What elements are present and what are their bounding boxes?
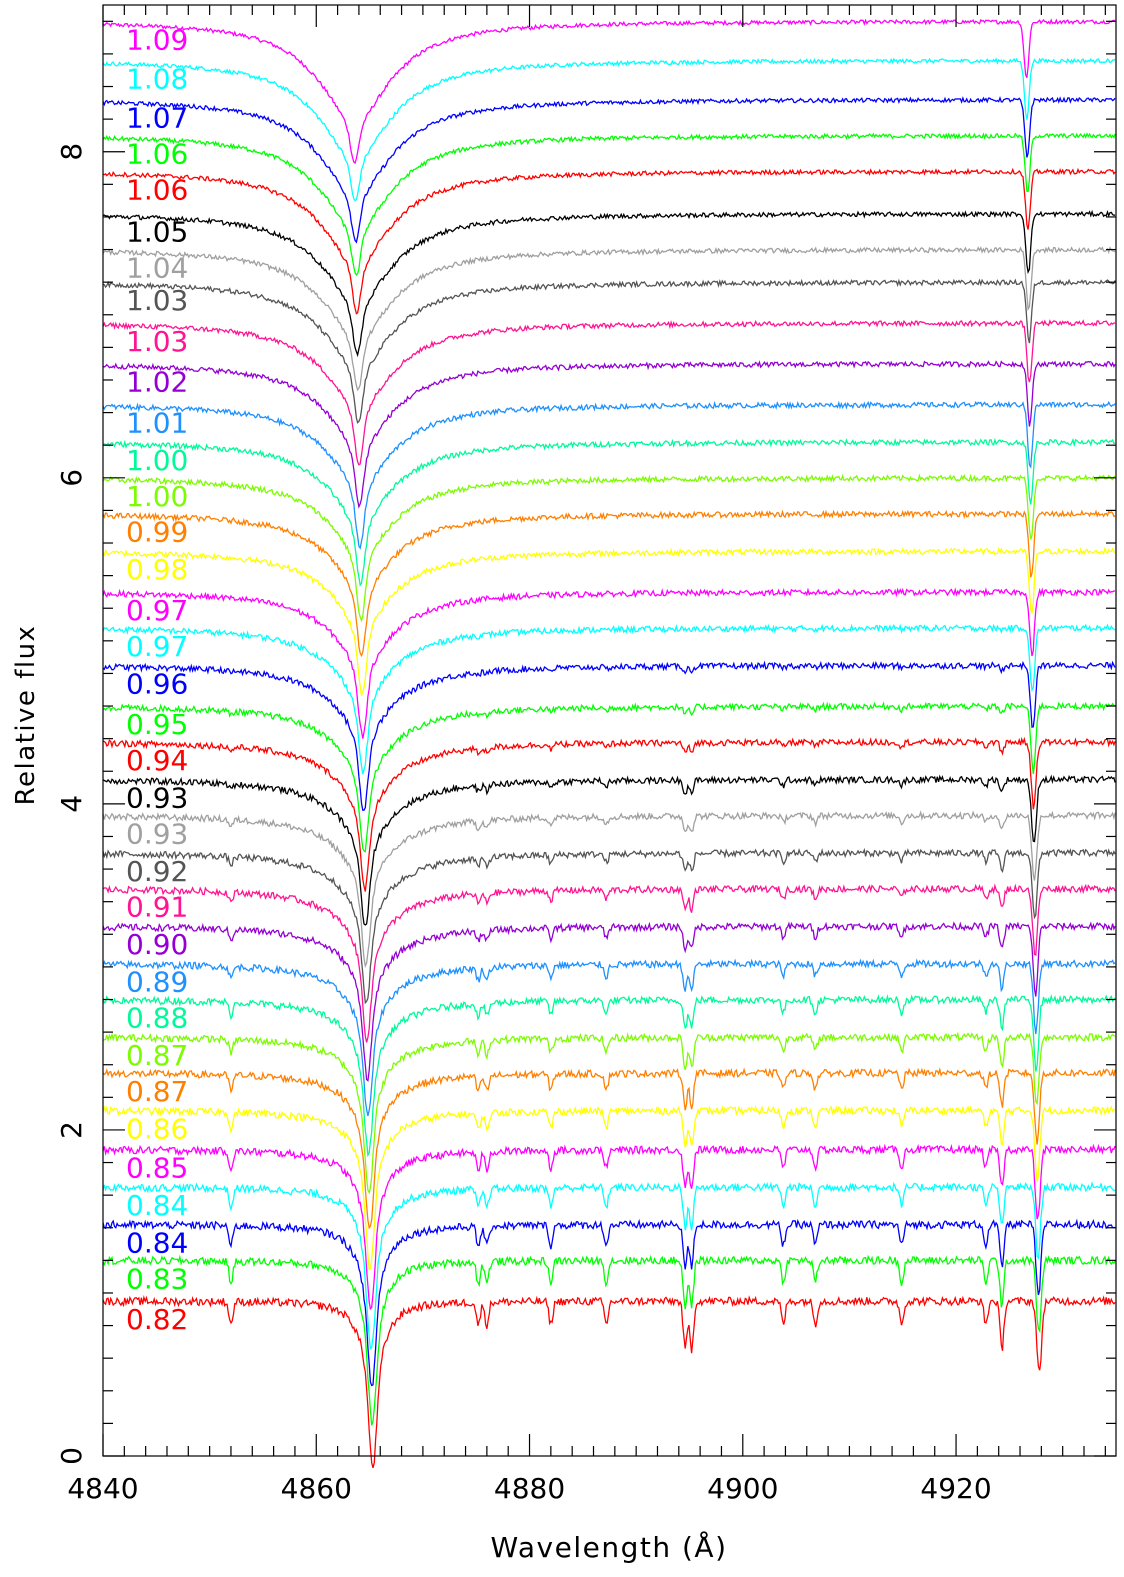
spectrum-series-20 xyxy=(102,774,1116,926)
spectrum-series-14 xyxy=(102,546,1116,696)
series-label-20: 0.93 xyxy=(126,781,188,814)
series-label-19: 0.94 xyxy=(126,744,188,777)
spectrum-series-5 xyxy=(102,209,1116,358)
spectrum-series-34 xyxy=(102,1294,1116,1468)
series-label-17: 0.96 xyxy=(126,667,188,700)
spectrum-series-8 xyxy=(102,319,1116,466)
spectrum-series-2 xyxy=(102,96,1116,244)
x-tick-label: 4860 xyxy=(281,1472,352,1505)
y-tick-label: 2 xyxy=(55,1121,88,1139)
spectrum-series-6 xyxy=(102,246,1116,392)
series-label-27: 0.87 xyxy=(126,1039,188,1072)
spectrum-series-23 xyxy=(102,883,1116,1043)
spectrum-series-21 xyxy=(102,810,1116,969)
series-label-28: 0.87 xyxy=(126,1075,188,1108)
series-label-29: 0.86 xyxy=(126,1112,188,1145)
x-axis-label: Wavelength (Å) xyxy=(490,1530,727,1564)
series-label-32: 0.84 xyxy=(126,1227,188,1260)
spectrum-series-31 xyxy=(102,1181,1116,1351)
y-tick-label: 8 xyxy=(55,143,88,161)
x-tick-label: 4920 xyxy=(920,1472,991,1505)
series-label-23: 0.91 xyxy=(126,891,188,924)
spectrum-series-11 xyxy=(102,437,1116,587)
spectrum-series-26 xyxy=(102,993,1116,1158)
axis-tick-labels-group: 4840 4860 4880 4900 4920 0 2 4 6 8 xyxy=(55,143,992,1505)
spectrum-series-33 xyxy=(102,1254,1116,1426)
spectra-series-group xyxy=(102,18,1116,1468)
x-tick-label: 4840 xyxy=(67,1472,138,1505)
series-label-34: 0.82 xyxy=(126,1303,188,1336)
spectrum-series-22 xyxy=(102,847,1116,1005)
series-label-2: 1.07 xyxy=(126,102,188,135)
series-label-22: 0.92 xyxy=(126,855,188,888)
spectrum-series-29 xyxy=(102,1104,1116,1271)
spectrum-series-24 xyxy=(102,921,1116,1083)
series-label-5: 1.05 xyxy=(126,216,188,249)
series-label-3: 1.06 xyxy=(126,137,188,170)
spectrum-series-9 xyxy=(102,360,1116,509)
spectrum-series-3 xyxy=(102,132,1116,276)
series-label-4: 1.06 xyxy=(126,173,188,206)
spectrum-series-30 xyxy=(102,1143,1116,1311)
spectrum-series-15 xyxy=(102,587,1116,739)
y-tick-label: 6 xyxy=(55,469,88,487)
spectrum-series-18 xyxy=(102,701,1116,853)
series-label-18: 0.95 xyxy=(126,708,188,741)
series-label-33: 0.83 xyxy=(126,1262,188,1295)
x-tick-label: 4900 xyxy=(707,1472,778,1505)
spectrum-series-13 xyxy=(102,509,1116,658)
plot-frame xyxy=(102,4,1117,1457)
series-labels-group: 1.091.081.071.061.061.051.041.031.031.02… xyxy=(126,23,188,1336)
series-label-7: 1.03 xyxy=(126,284,188,317)
series-label-31: 0.84 xyxy=(126,1189,188,1222)
spectrum-series-7 xyxy=(102,278,1116,424)
series-label-9: 1.02 xyxy=(126,366,188,399)
x-tick-label: 4880 xyxy=(494,1472,565,1505)
series-label-0: 1.09 xyxy=(126,23,188,56)
y-tick-label: 0 xyxy=(55,1447,88,1465)
spectrum-series-32 xyxy=(102,1218,1116,1387)
spectrum-series-4 xyxy=(102,167,1116,315)
series-label-13: 0.99 xyxy=(126,516,188,549)
series-label-6: 1.04 xyxy=(126,252,188,285)
spectrum-series-0 xyxy=(102,18,1116,165)
spectrum-series-28 xyxy=(102,1067,1116,1230)
series-label-24: 0.90 xyxy=(126,928,188,961)
spectrum-series-10 xyxy=(102,400,1116,550)
series-label-12: 1.00 xyxy=(126,480,188,513)
spectrum-series-1 xyxy=(102,57,1116,202)
series-label-10: 1.01 xyxy=(126,406,188,439)
y-tick-label: 4 xyxy=(55,795,88,813)
series-label-14: 0.98 xyxy=(126,553,188,586)
series-label-11: 1.00 xyxy=(126,444,188,477)
spectrum-series-17 xyxy=(102,660,1116,812)
spectrum-series-27 xyxy=(102,1031,1116,1195)
series-label-21: 0.93 xyxy=(126,817,188,850)
series-label-30: 0.85 xyxy=(126,1152,188,1185)
spectrum-series-16 xyxy=(102,623,1116,775)
y-axis-label: Relative flux xyxy=(11,625,41,806)
series-label-16: 0.97 xyxy=(126,630,188,663)
series-label-1: 1.08 xyxy=(126,62,188,95)
series-label-8: 1.03 xyxy=(126,325,188,358)
series-label-15: 0.97 xyxy=(126,594,188,627)
axis-ticks-group xyxy=(102,5,1116,1457)
spectrum-series-19 xyxy=(102,736,1116,892)
series-label-26: 0.88 xyxy=(126,1002,188,1035)
series-label-25: 0.89 xyxy=(126,966,188,999)
spectrum-series-25 xyxy=(102,958,1116,1117)
spectrum-series-12 xyxy=(102,473,1116,623)
